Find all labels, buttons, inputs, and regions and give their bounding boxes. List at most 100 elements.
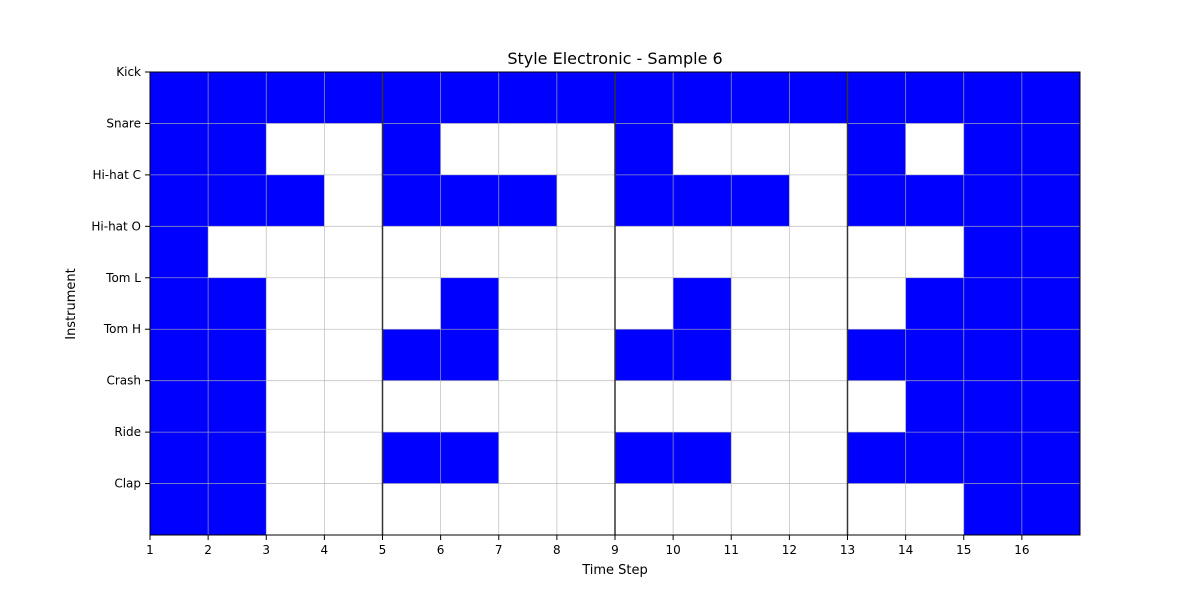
step-cell (150, 226, 209, 278)
step-cell (673, 226, 732, 278)
step-cell (963, 329, 1022, 381)
step-cell (673, 72, 732, 124)
step-cell (440, 432, 499, 484)
step-cell (847, 277, 906, 330)
step-cell (847, 432, 906, 484)
y-axis-ticks: Kick Snare Hi-hat C Hi-hat O Tom L Tom H Crash… (91, 65, 150, 491)
step-cell (1021, 123, 1080, 175)
y-tick-label: Ride (114, 425, 141, 439)
step-cell (789, 123, 848, 175)
step-cell (905, 174, 964, 227)
step-cell (615, 226, 674, 278)
step-cell (615, 123, 674, 175)
step-cell (324, 329, 383, 381)
step-cell (556, 123, 615, 175)
step-cell (324, 380, 383, 433)
step-cell (1021, 174, 1080, 227)
step-cell (266, 380, 325, 433)
x-tick-label: 12 (782, 543, 797, 557)
step-cell (266, 277, 325, 330)
y-tick-label: Clap (114, 477, 141, 491)
step-cell (324, 277, 383, 330)
step-cell (1021, 226, 1080, 278)
step-cell (324, 432, 383, 484)
step-cell (1021, 329, 1080, 381)
x-tick-label: 16 (1014, 543, 1029, 557)
step-cell (150, 432, 209, 484)
step-cell (150, 174, 209, 227)
step-cell (673, 483, 732, 535)
step-cell (847, 72, 906, 124)
step-cell (150, 72, 209, 124)
step-cell (498, 72, 557, 124)
step-cell (615, 329, 674, 381)
step-cell (789, 329, 848, 381)
step-cell (208, 432, 267, 484)
y-axis-label: Instrument (64, 268, 79, 340)
step-cell (440, 483, 499, 535)
step-cell (382, 72, 441, 124)
step-cell (382, 123, 441, 175)
step-cell (208, 72, 267, 124)
x-tick-label: 6 (437, 543, 445, 557)
x-axis-label: Time Step (581, 563, 648, 578)
step-cell (1021, 380, 1080, 433)
step-cell (150, 329, 209, 381)
step-cell (1021, 432, 1080, 484)
step-cell (382, 329, 441, 381)
step-cell (673, 277, 732, 330)
step-cell (789, 72, 848, 124)
step-cell (498, 329, 557, 381)
step-cell (324, 72, 383, 124)
step-cell (615, 277, 674, 330)
step-cell (615, 380, 674, 433)
step-cell (382, 277, 441, 330)
step-cell (498, 226, 557, 278)
step-cell (731, 226, 790, 278)
x-tick-label: 2 (204, 543, 212, 557)
step-cell (847, 226, 906, 278)
step-cell (905, 72, 964, 124)
step-cell (905, 432, 964, 484)
step-cell (556, 226, 615, 278)
step-cell (731, 380, 790, 433)
step-cell (440, 226, 499, 278)
step-cell (266, 483, 325, 535)
step-cell (673, 329, 732, 381)
step-cells (150, 72, 1080, 535)
step-cell (789, 432, 848, 484)
step-cell (498, 483, 557, 535)
step-cell (731, 432, 790, 484)
step-cell (789, 380, 848, 433)
y-tick-label: Hi-hat O (91, 219, 141, 233)
step-cell (1021, 72, 1080, 124)
step-cell (382, 226, 441, 278)
step-cell (208, 277, 267, 330)
step-cell (615, 72, 674, 124)
step-cell (382, 174, 441, 227)
step-cell (731, 174, 790, 227)
step-cell (208, 329, 267, 381)
step-cell (905, 277, 964, 330)
step-cell (440, 277, 499, 330)
step-cell (150, 123, 209, 175)
beat-lines (381, 72, 849, 535)
x-axis-ticks: 1 2 3 4 5 6 7 8 9 10 11 12 13 14 15 16 (146, 535, 1030, 557)
step-cell (440, 329, 499, 381)
step-cell (266, 329, 325, 381)
x-tick-label: 13 (840, 543, 855, 557)
step-cell (498, 123, 557, 175)
step-cell (673, 174, 732, 227)
y-tick-label: Crash (106, 374, 141, 388)
step-cell (556, 72, 615, 124)
step-cell (440, 123, 499, 175)
step-cell (324, 226, 383, 278)
step-cell (963, 277, 1022, 330)
step-cell (963, 174, 1022, 227)
step-cell (789, 277, 848, 330)
step-cell (731, 123, 790, 175)
step-cell (266, 123, 325, 175)
step-cell (905, 380, 964, 433)
step-cell (731, 72, 790, 124)
step-cell (615, 174, 674, 227)
